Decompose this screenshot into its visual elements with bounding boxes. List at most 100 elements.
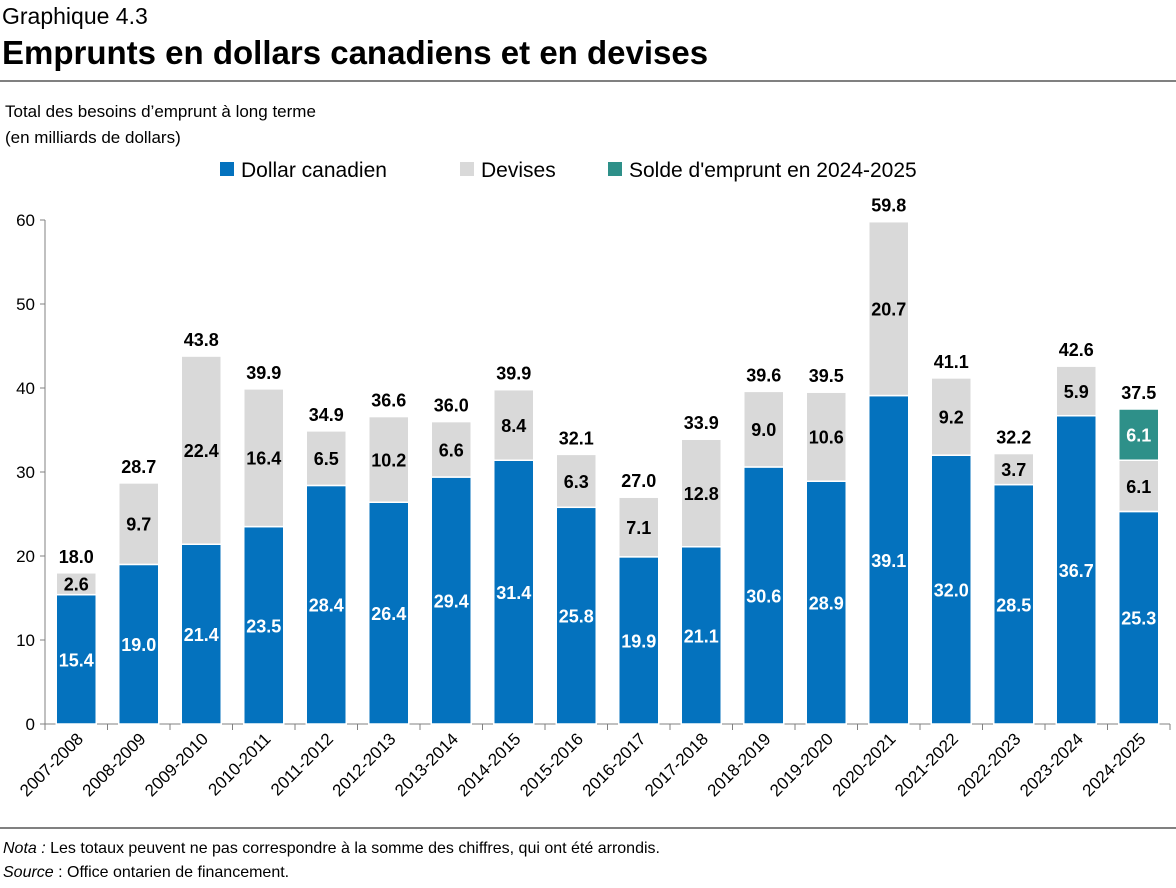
- bar-segment: [993, 452, 1035, 486]
- bar-value-label: 3.7: [1001, 460, 1026, 480]
- bar-segment: [618, 556, 660, 725]
- bar-segment: [430, 420, 472, 478]
- bar-segment: [55, 572, 97, 596]
- bar-segment: [243, 388, 285, 528]
- bar-value-label: 10.2: [371, 450, 406, 470]
- subtitle-line1: Total des besoins d’emprunt à long terme: [5, 102, 316, 121]
- bar-total-label: 36.0: [434, 396, 469, 416]
- bar-value-label: 25.8: [559, 607, 594, 627]
- bar-segment: [493, 459, 535, 725]
- bar-segment: [555, 506, 597, 725]
- y-tick-label: 0: [26, 715, 35, 734]
- legend-swatch: [460, 162, 474, 176]
- bar-value-label: 10.6: [809, 428, 844, 448]
- legend-label: Dollar canadien: [241, 159, 387, 182]
- bar-segment: [1055, 414, 1097, 725]
- bar-segment: [805, 391, 847, 482]
- x-tick-label: 2008-2009: [79, 729, 150, 800]
- bar-value-label: 6.3: [564, 472, 589, 492]
- bar-value-label: 32.0: [934, 581, 969, 601]
- chart-title: Emprunts en dollars canadiens et en devi…: [2, 34, 708, 71]
- x-tick-label: 2018-2019: [704, 729, 775, 800]
- bar-value-label: 12.8: [684, 484, 719, 504]
- bar-value-label: 8.4: [501, 416, 526, 436]
- bar-value-label: 9.7: [126, 515, 151, 535]
- source-label: Source: [3, 864, 54, 881]
- bar-total-label: 27.0: [621, 471, 656, 491]
- bar-value-label: 6.1: [1126, 426, 1151, 446]
- bar-segment: [1055, 365, 1097, 417]
- bar-value-label: 28.4: [309, 596, 344, 616]
- bar-value-label: 21.4: [184, 625, 219, 645]
- y-tick-label: 30: [16, 463, 35, 482]
- bar-value-label: 6.6: [439, 440, 464, 460]
- bar-segment: [55, 593, 97, 725]
- x-tick-label: 2019-2020: [766, 729, 837, 800]
- bar-value-label: 23.5: [246, 616, 281, 636]
- bar-value-label: 20.7: [871, 300, 906, 320]
- y-tick-label: 20: [16, 547, 35, 566]
- bar-total-label: 42.6: [1059, 340, 1094, 360]
- bar-segment: [305, 430, 347, 487]
- footnote-nota: Nota : Les totaux peuvent ne pas corresp…: [3, 840, 660, 857]
- legend-label: Solde d'emprunt en 2024-2025: [629, 159, 917, 182]
- bar-segment: [618, 496, 660, 558]
- axes: 0 10 20 30 40 50 60: [16, 211, 1171, 734]
- bar-segment: [243, 525, 285, 725]
- bar-value-label: 28.9: [809, 594, 844, 614]
- bar-value-label: 6.5: [314, 449, 339, 469]
- nota-label: Nota :: [3, 840, 46, 857]
- bar-total-label: 41.1: [934, 352, 969, 372]
- bar-value-label: 26.4: [371, 604, 406, 624]
- bar-value-label: 28.5: [996, 595, 1031, 615]
- bar-total-label: 36.6: [371, 391, 406, 411]
- bar-total-label: 39.9: [496, 364, 531, 384]
- bar-segment: [993, 483, 1035, 725]
- y-tick-label: 50: [16, 295, 35, 314]
- x-tick-label: 2013-2014: [391, 729, 462, 800]
- footnote-source: Source : Office ontarien de financement.: [3, 864, 289, 881]
- x-tick-label: 2022-2023: [954, 729, 1025, 800]
- bar-value-label: 6.1: [1126, 477, 1151, 497]
- source-text: : Office ontarien de financement.: [54, 864, 289, 881]
- bar-value-label: 19.9: [621, 631, 656, 651]
- x-tick-label: 2011-2012: [267, 729, 337, 799]
- bar-total-label: 37.5: [1121, 383, 1156, 403]
- legend-swatch: [608, 162, 622, 176]
- bar-segment: [368, 415, 410, 503]
- x-tick-label: 2021-2022: [891, 729, 962, 800]
- bar-segment: [555, 453, 597, 509]
- bar-segment: [1118, 408, 1160, 461]
- x-tick-label: 2017-2018: [641, 729, 712, 800]
- bar-segment: [493, 388, 535, 461]
- bar-segment: [743, 466, 785, 725]
- bar-value-label: 39.1: [871, 551, 906, 571]
- bar-value-label: 9.2: [939, 408, 964, 428]
- bar-segment: [930, 377, 972, 456]
- bar-value-label: 29.4: [434, 592, 469, 612]
- x-tick-label: 2014-2015: [454, 729, 525, 800]
- x-tick-label: 2024-2025: [1079, 729, 1150, 800]
- bar-segment: [1118, 510, 1160, 725]
- x-tick-label: 2010-2011: [205, 729, 275, 799]
- bar-value-label: 16.4: [246, 449, 281, 469]
- legend-label: Devises: [481, 159, 556, 182]
- bar-total-label: 39.9: [246, 363, 281, 383]
- bar-value-label: 31.4: [496, 583, 531, 603]
- bar-segment: [368, 501, 410, 725]
- bar-value-label: 22.4: [184, 441, 219, 461]
- legend: Dollar canadien Devises Solde d'emprunt en…: [220, 159, 917, 182]
- bar-segment: [743, 390, 785, 468]
- y-tick-label: 10: [16, 631, 35, 650]
- bar-value-label: 5.9: [1064, 382, 1089, 402]
- bar-segment: [868, 220, 910, 397]
- legend-swatch: [220, 162, 234, 176]
- bar-total-label: 33.9: [684, 413, 719, 433]
- bar-value-label: 2.6: [64, 575, 89, 595]
- x-tick-label: 2023-2024: [1016, 729, 1087, 800]
- bar-value-label: 21.1: [684, 626, 719, 646]
- y-tick-label: 60: [16, 211, 35, 230]
- bar-segment: [180, 355, 222, 545]
- bar-segment: [680, 438, 722, 548]
